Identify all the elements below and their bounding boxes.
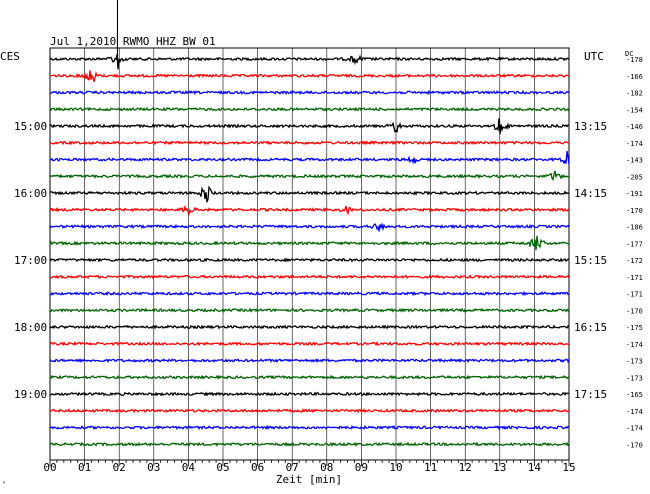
- dc-offset-label: -177: [626, 240, 643, 248]
- x-axis: 00 01 02 03 04 05 06 07 08 09 10 11 12 13 14 15: [43, 460, 576, 474]
- trace-row: [49, 374, 570, 381]
- trace-row: [49, 324, 570, 330]
- x-tick-label: 02: [113, 461, 126, 474]
- x-tick-label: 05: [216, 461, 229, 474]
- hour-label-right: 14:15: [574, 187, 607, 200]
- x-tick-label: 09: [355, 461, 368, 474]
- hour-label-left: 18:00: [14, 321, 47, 334]
- dc-offset-label: -205: [626, 173, 643, 181]
- trace-row: [49, 89, 570, 96]
- dc-offset-label: -174: [626, 425, 643, 433]
- x-tick-label: 12: [459, 461, 472, 474]
- trace-row: [49, 222, 570, 232]
- trace-row: [49, 341, 570, 347]
- hour-label-left: 17:00: [14, 254, 47, 267]
- trace-row: [49, 106, 570, 112]
- trace-row: [49, 140, 570, 146]
- dc-offset-label: -174: [626, 140, 643, 148]
- hour-label-right: 17:15: [574, 388, 607, 401]
- dc-offset-label: -146: [626, 123, 643, 131]
- dc-offset-label: -172: [626, 257, 643, 265]
- dc-offset-label: -171: [626, 291, 643, 299]
- trace-row: [49, 424, 570, 431]
- hour-label-right: 13:15: [574, 120, 607, 133]
- dc-offset-label: -154: [626, 106, 643, 114]
- x-tick-label: 06: [251, 461, 264, 474]
- dc-offset-label: -171: [626, 274, 643, 282]
- trace-row: [49, 357, 570, 364]
- hour-label-left: 15:00: [14, 120, 47, 133]
- trace-rows: [49, 0, 570, 447]
- footer-mark: ˣ: [2, 480, 6, 488]
- trace-row: [49, 150, 570, 165]
- dc-offset-label: -170: [626, 307, 643, 315]
- row-labels: -178 -166 -182 -154 -146 -174 -143 -205 -191 -170…: [14, 56, 643, 449]
- x-axis-label: Zeit [min]: [276, 473, 342, 486]
- dc-offset-label: -170: [626, 441, 643, 449]
- dc-offset-label: -174: [626, 408, 643, 416]
- trace-row: [49, 118, 570, 135]
- dc-offset-label: -170: [626, 207, 643, 215]
- dc-offset-label: -182: [626, 90, 643, 98]
- dc-offset-label: -178: [626, 56, 643, 64]
- plot-grid: [49, 47, 570, 461]
- trace-row: [49, 70, 570, 83]
- x-tick-label: 01: [78, 461, 91, 474]
- hour-label-right: 16:15: [574, 321, 607, 334]
- trace-row: [49, 441, 570, 447]
- trace-row: [49, 185, 570, 203]
- dc-label: DC: [625, 50, 633, 58]
- x-tick-label: 15: [562, 461, 575, 474]
- x-tick-label: 07: [286, 461, 299, 474]
- x-tick-label: 14: [528, 461, 542, 474]
- trace-row: [49, 257, 570, 263]
- x-tick-label: 13: [493, 461, 506, 474]
- dc-offset-label: -186: [626, 224, 643, 232]
- trace-row: [49, 204, 570, 216]
- trace-row: [49, 391, 570, 397]
- x-tick-label: 03: [147, 461, 160, 474]
- trace-row: [49, 170, 570, 182]
- x-tick-label: 11: [424, 461, 437, 474]
- trace-row: [49, 54, 570, 70]
- trace-row: [49, 235, 570, 251]
- x-tick-label: 08: [320, 461, 333, 474]
- hour-label-left: 16:00: [14, 187, 47, 200]
- trace-row: [49, 408, 570, 414]
- trace-row: [49, 307, 570, 313]
- chart-title: Jul 1,2010 RWMO HHZ BW 01: [50, 35, 216, 48]
- dc-offset-label: -166: [626, 73, 643, 81]
- dc-offset-label: -191: [626, 190, 643, 198]
- dc-offset-label: -173: [626, 358, 643, 366]
- dc-offset-label: -174: [626, 341, 643, 349]
- trace-row: [49, 274, 570, 280]
- dc-offset-label: -165: [626, 391, 643, 399]
- dc-offset-label: -175: [626, 324, 643, 332]
- hour-label-left: 19:00: [14, 388, 47, 401]
- dc-offset-label: -143: [626, 157, 643, 165]
- right-timezone-label: UTC: [584, 50, 604, 63]
- left-timezone-label: CES: [0, 50, 20, 63]
- x-tick-label: 00: [43, 461, 56, 474]
- trace-row: [49, 290, 570, 297]
- plot-frame: [49, 47, 570, 461]
- x-tick-label: 10: [389, 461, 402, 474]
- x-tick-label: 04: [182, 461, 196, 474]
- hour-label-right: 15:15: [574, 254, 607, 267]
- dc-offset-label: -173: [626, 374, 643, 382]
